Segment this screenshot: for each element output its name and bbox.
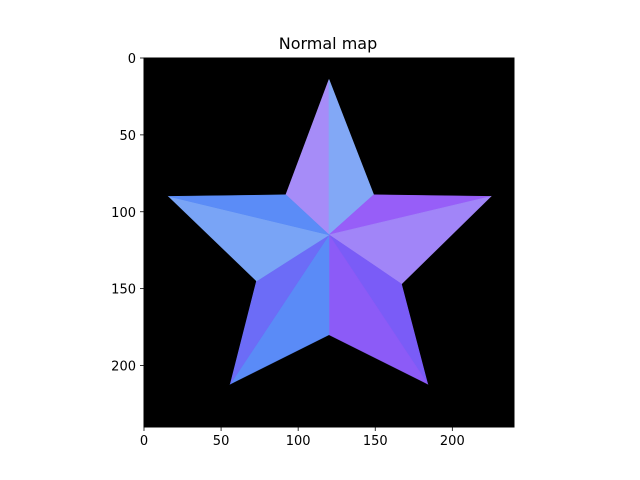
x-tick-label: 200: [440, 434, 465, 449]
y-tick-label: 0: [128, 52, 136, 67]
x-tick-label: 100: [286, 434, 311, 449]
x-tick-label: 0: [140, 434, 148, 449]
axes-frame: [143, 57, 515, 428]
y-tick-label: 150: [111, 283, 136, 298]
x-tick-label: 150: [363, 434, 388, 449]
star-shape: [167, 79, 492, 385]
y-tick-label: 200: [111, 360, 136, 375]
chart-title: Normal map: [279, 34, 378, 53]
x-tick-label: 50: [213, 434, 230, 449]
star-facet-5b: [168, 194, 331, 236]
y-tick-label: 50: [119, 129, 136, 144]
y-tick-label: 100: [111, 206, 136, 221]
